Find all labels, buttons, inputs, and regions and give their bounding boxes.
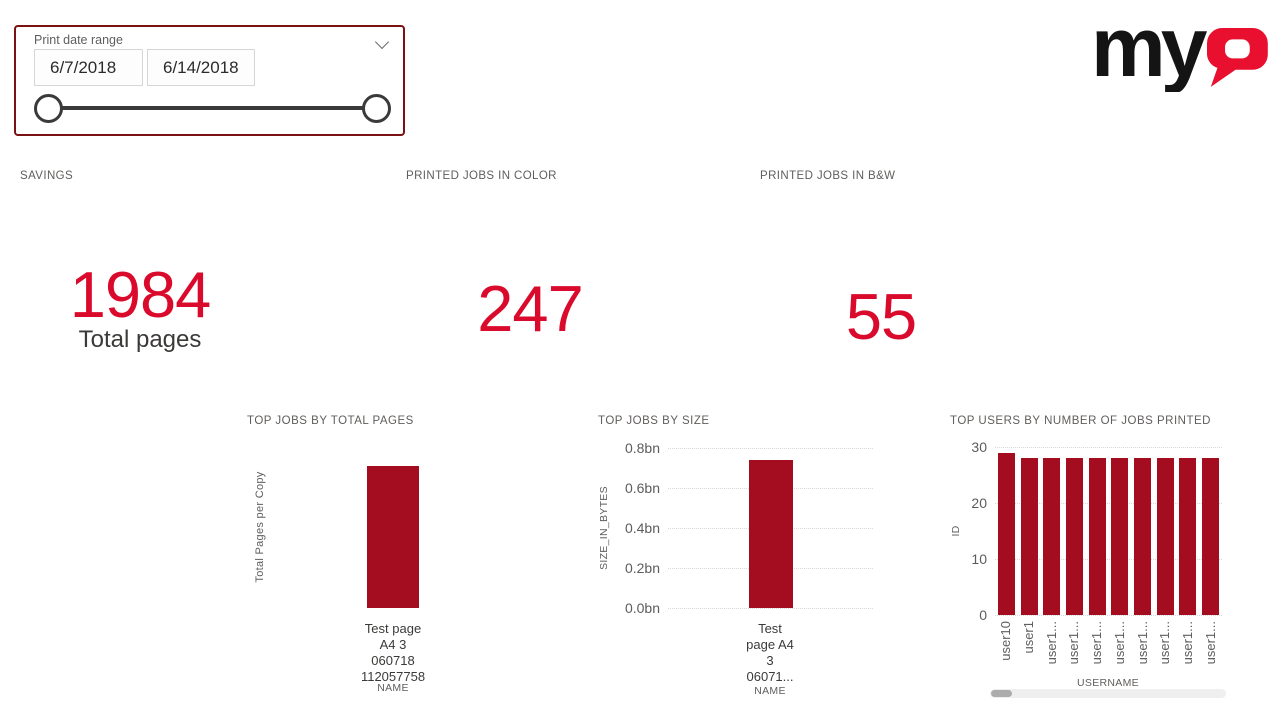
bar-user1[interactable] [1021, 458, 1038, 615]
x-category-label: user1... [1066, 621, 1082, 665]
chart3-scrollbar-thumb[interactable] [991, 690, 1012, 697]
myq-logo: my [1091, 0, 1275, 94]
x-axis-title-name-1: NAME [377, 682, 409, 694]
y-tick-label: 0.4bn [624, 520, 660, 536]
bar-user1...[interactable] [1157, 458, 1174, 615]
y-tick-label: 20 [971, 495, 987, 511]
kpi-title-savings: SAVINGS [20, 170, 74, 182]
x-category-label: user1... [1157, 621, 1173, 665]
date-range-slider-track[interactable] [48, 106, 377, 110]
kpi-title-printed-jobs-bw: PRINTED JOBS IN B&W [760, 170, 896, 182]
bar-Test page A4 3 060718 112057758[interactable] [367, 466, 419, 608]
bar-user10[interactable] [998, 453, 1015, 615]
y-tick-label: 0.0bn [624, 600, 660, 616]
bar-user1...[interactable] [1066, 458, 1083, 615]
x-category-label: Test page A4 3 060718 112057758 [360, 621, 426, 684]
x-category-label: Test page A4 3 06071... [746, 621, 794, 684]
gridline [668, 608, 873, 609]
kpi-value-color-jobs: 247 [477, 272, 583, 345]
start-date-input[interactable]: 6/7/2018 [34, 49, 143, 86]
chart3-scrollbar-track[interactable] [990, 689, 1226, 698]
gridline [995, 615, 1222, 616]
kpi-title-printed-jobs-color: PRINTED JOBS IN COLOR [406, 170, 557, 182]
bar-user1...[interactable] [1202, 458, 1219, 615]
x-category-label: user1... [1043, 621, 1059, 665]
x-axis-title-name-2: NAME [754, 685, 786, 697]
x-category-label: user10 [998, 621, 1014, 661]
gridline [995, 447, 1222, 448]
bar-user1...[interactable] [1179, 458, 1196, 615]
x-category-label: user1... [1134, 621, 1150, 665]
y-tick-label: 0.8bn [624, 440, 660, 456]
gridline [995, 503, 1222, 504]
bar-Test page A4 3 06071...[interactable] [749, 460, 793, 608]
y-tick-label: 0.6bn [624, 480, 660, 496]
y-tick-label: 30 [971, 439, 987, 455]
myq-logo-graphic: my [1091, 0, 1268, 94]
slider-handle-end[interactable] [362, 94, 391, 123]
chart-title-top-jobs-by-size: TOP JOBS BY SIZE [598, 415, 710, 427]
date-range-slicer: Print date range 6/7/2018 6/14/2018 [14, 25, 405, 136]
kpi-value-savings: 1984 [69, 258, 212, 331]
chart-title-top-users: TOP USERS BY NUMBER OF JOBS PRINTED [950, 415, 1211, 427]
y-axis-label-total-pages-per-copy: Total Pages per Copy [254, 471, 266, 583]
chevron-down-icon[interactable] [374, 34, 390, 50]
x-axis-title-username: USERNAME [1077, 677, 1139, 689]
chart-title-top-jobs-by-total-pages: TOP JOBS BY TOTAL PAGES [247, 415, 414, 427]
end-date-input[interactable]: 6/14/2018 [147, 49, 255, 86]
slider-handle-start[interactable] [34, 94, 63, 123]
y-axis-label-id: ID [950, 525, 962, 537]
bar-user1...[interactable] [1043, 458, 1060, 615]
slicer-title: Print date range [34, 33, 123, 47]
x-category-label: user1... [1089, 621, 1105, 665]
x-category-label: user1... [1179, 621, 1195, 665]
x-category-label: user1 [1021, 621, 1037, 654]
y-tick-label: 0.2bn [624, 560, 660, 576]
gridline [668, 448, 873, 449]
y-tick-label: 10 [971, 551, 987, 567]
kpi-subtitle-total-pages: Total pages [78, 326, 202, 353]
y-tick-label: 0 [979, 607, 987, 623]
logo-text-my: my [1093, 14, 1208, 92]
logo-q-bubble [1207, 28, 1268, 87]
bar-user1...[interactable] [1111, 458, 1128, 615]
gridline [995, 559, 1222, 560]
bar-user1...[interactable] [1089, 458, 1106, 615]
kpi-value-bw-jobs: 55 [845, 280, 917, 353]
x-category-label: user1... [1202, 621, 1218, 665]
bar-user1...[interactable] [1134, 458, 1151, 615]
x-category-label: user1... [1111, 621, 1127, 665]
